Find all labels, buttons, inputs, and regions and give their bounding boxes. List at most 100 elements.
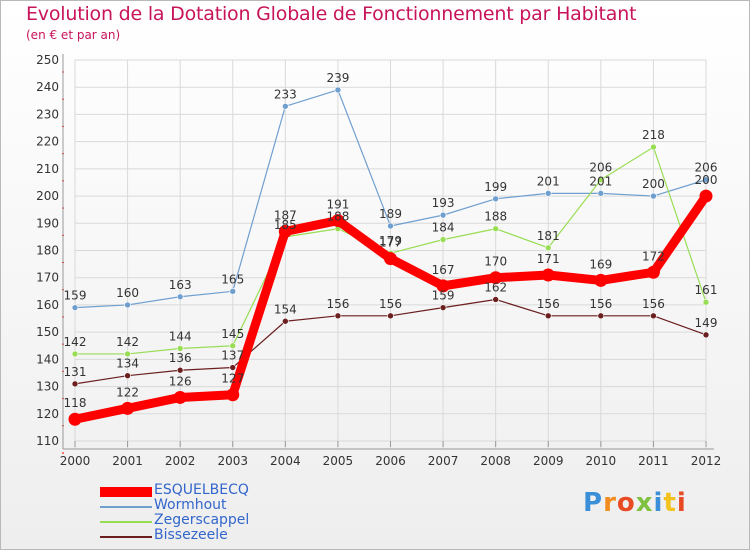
data-label: 156 — [326, 297, 349, 311]
data-point — [492, 296, 499, 303]
data-label: 145 — [221, 327, 244, 341]
data-label: 193 — [432, 196, 455, 210]
data-label: 170 — [484, 255, 507, 269]
y-tick-label: 140 — [36, 352, 59, 366]
legend-swatch — [100, 536, 152, 538]
data-label: 200 — [642, 177, 665, 191]
data-point — [173, 390, 187, 404]
chart-title: Evolution de la Dotation Globale de Fonc… — [26, 3, 637, 25]
data-point — [541, 268, 555, 282]
data-label: 199 — [484, 180, 507, 194]
data-label: 156 — [642, 297, 665, 311]
data-label: 201 — [537, 174, 560, 188]
y-tick-label: 200 — [36, 189, 59, 203]
data-label: 179 — [379, 234, 402, 248]
y-tick-label: 120 — [36, 407, 59, 421]
legend-label: Zegerscappel — [154, 512, 250, 528]
data-point — [544, 244, 552, 252]
data-point — [492, 195, 499, 203]
data-label: 136 — [169, 351, 192, 365]
data-point — [544, 312, 552, 320]
y-tick-label: 210 — [36, 162, 59, 176]
data-point — [594, 273, 608, 287]
data-point — [124, 372, 131, 379]
data-label: 142 — [64, 335, 87, 349]
data-point — [331, 214, 345, 228]
data-label: 137 — [221, 349, 244, 363]
x-tick-label: 2002 — [165, 454, 196, 468]
x-tick-label: 2001 — [112, 454, 143, 468]
data-label: 159 — [64, 289, 87, 303]
data-point — [334, 312, 342, 320]
data-point — [702, 331, 710, 339]
x-tick-label: 2008 — [480, 454, 511, 468]
data-label: 142 — [116, 335, 139, 349]
data-label: 118 — [64, 396, 87, 410]
data-point — [650, 143, 657, 151]
data-label: 184 — [432, 221, 455, 235]
x-tick-label: 2000 — [60, 454, 91, 468]
data-label: 206 — [695, 161, 718, 175]
x-tick-label: 2004 — [270, 454, 301, 468]
data-label: 187 — [274, 208, 297, 222]
data-label: 233 — [274, 87, 297, 101]
data-label: 161 — [695, 283, 718, 297]
data-label: 163 — [169, 278, 192, 292]
data-label: 172 — [642, 249, 665, 263]
data-point — [282, 102, 289, 110]
data-point — [121, 401, 135, 415]
data-label: 189 — [379, 207, 402, 221]
data-point — [176, 345, 184, 352]
data-label: 122 — [116, 385, 139, 399]
data-point — [71, 350, 79, 358]
data-label: 206 — [589, 161, 612, 175]
x-tick-label: 2010 — [586, 454, 617, 468]
data-label: 156 — [537, 297, 560, 311]
y-tick-label: 190 — [36, 216, 59, 230]
legend-swatch — [100, 487, 152, 497]
y-tick-label: 160 — [36, 298, 59, 312]
logo-letter: t — [663, 488, 677, 518]
data-label: 181 — [537, 229, 560, 243]
data-label: 177 — [379, 236, 402, 250]
data-point — [176, 366, 184, 374]
y-tick-label: 220 — [36, 135, 59, 149]
data-point — [387, 312, 394, 320]
data-point — [650, 312, 657, 320]
data-label: 156 — [589, 297, 612, 311]
data-point — [650, 192, 657, 200]
data-point — [124, 350, 131, 358]
data-point — [492, 225, 499, 233]
data-label: 126 — [169, 374, 192, 388]
data-point — [439, 211, 447, 219]
x-tick-label: 2009 — [533, 454, 564, 468]
data-label: 167 — [432, 263, 455, 277]
data-label: 165 — [221, 272, 244, 286]
proxiti-logo: Proxiti — [583, 488, 687, 518]
data-label: 239 — [326, 71, 349, 85]
data-label: 134 — [116, 357, 139, 371]
y-tick-label: 150 — [36, 325, 59, 339]
logo-letter: r — [603, 488, 617, 518]
data-label: 127 — [221, 372, 244, 386]
data-label: 169 — [589, 257, 612, 271]
legend-swatch — [100, 506, 152, 508]
data-point — [282, 317, 289, 325]
data-point — [176, 293, 184, 301]
y-tick-label: 250 — [36, 53, 59, 67]
chart-subtitle: (en € et par an) — [26, 28, 121, 42]
y-tick-label: 180 — [36, 244, 59, 258]
data-label: 149 — [695, 316, 718, 330]
data-point — [597, 190, 605, 197]
logo-letter: x — [635, 488, 654, 518]
x-tick-label: 2005 — [323, 454, 354, 468]
y-tick-label: 230 — [36, 107, 59, 121]
data-point — [226, 388, 240, 402]
data-label: 171 — [537, 252, 560, 266]
logo-letter: o — [616, 488, 636, 518]
data-point — [384, 252, 397, 266]
data-point — [229, 364, 237, 371]
data-point — [334, 86, 342, 94]
logo-letter: P — [583, 488, 604, 518]
y-tick-label: 240 — [36, 80, 59, 94]
